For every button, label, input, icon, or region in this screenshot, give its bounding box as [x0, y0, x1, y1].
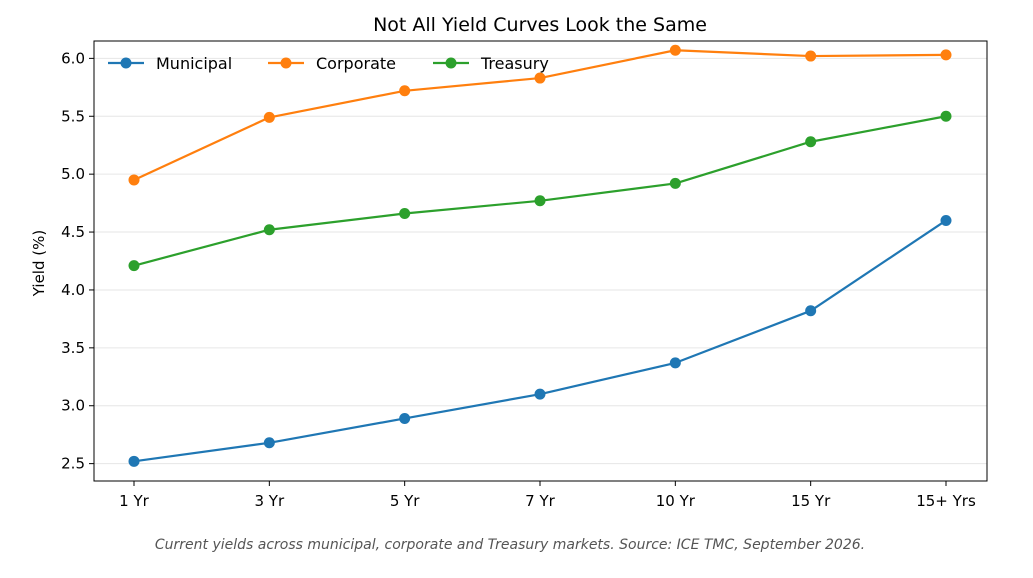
x-tick-label: 1 Yr	[119, 492, 149, 510]
legend-item-corporate: Corporate	[268, 54, 396, 73]
x-tick-label: 15 Yr	[791, 492, 831, 510]
x-tick-label: 5 Yr	[390, 492, 420, 510]
series-corporate	[128, 44, 952, 186]
legend-item-municipal: Municipal	[108, 54, 232, 73]
data-point-corporate	[534, 72, 546, 84]
legend-label-corporate: Corporate	[316, 54, 396, 73]
series-treasury	[128, 110, 952, 272]
series-line-treasury	[133, 115, 947, 267]
y-axis-ticks: 2.5 3.0 3.5 4.0 4.5 5.0 5.5 6.0	[61, 49, 94, 473]
x-tick-label: 7 Yr	[525, 492, 555, 510]
legend-label-municipal: Municipal	[156, 54, 232, 73]
y-tick-label: 4.5	[61, 223, 85, 241]
x-tick-label: 15+ Yrs	[916, 492, 976, 510]
legend-marker-treasury	[445, 57, 457, 69]
data-point-municipal	[940, 214, 952, 226]
data-point-municipal	[128, 455, 140, 467]
series-layer	[128, 44, 952, 467]
y-tick-label: 5.5	[61, 107, 85, 125]
y-tick-label: 4.0	[61, 281, 85, 299]
x-axis-ticks: 1 Yr 3 Yr 5 Yr 7 Yr 10 Yr 15 Yr 15+ Yrs	[119, 481, 976, 510]
data-point-municipal	[263, 437, 275, 449]
x-tick-label: 10 Yr	[656, 492, 696, 510]
x-tick-label: 3 Yr	[255, 492, 285, 510]
data-point-corporate	[940, 49, 952, 61]
data-point-treasury	[263, 224, 275, 236]
data-point-treasury	[669, 177, 681, 189]
chart-title: Not All Yield Curves Look the Same	[373, 14, 707, 36]
data-point-corporate	[669, 44, 681, 56]
data-point-municipal	[805, 305, 817, 317]
plot-area-frame	[93, 40, 988, 482]
y-axis-label: Yield (%)	[30, 230, 48, 297]
series-municipal	[128, 214, 952, 467]
data-point-municipal	[669, 357, 681, 369]
data-point-corporate	[128, 174, 140, 186]
chart-caption: Current yields across municipal, corpora…	[154, 537, 866, 553]
data-point-treasury	[940, 110, 952, 122]
data-point-treasury	[128, 260, 140, 272]
y-tick-label: 2.5	[61, 455, 85, 473]
data-point-corporate	[399, 85, 411, 97]
y-tick-label: 3.5	[61, 339, 85, 357]
data-point-treasury	[805, 136, 817, 148]
y-tick-label: 6.0	[61, 49, 85, 67]
legend-marker-municipal	[120, 57, 132, 69]
legend: Municipal Corporate Treasury	[108, 54, 549, 73]
y-tick-label: 5.0	[61, 165, 85, 183]
legend-marker-corporate	[280, 57, 292, 69]
data-point-treasury	[399, 208, 411, 220]
gridlines	[94, 57, 987, 465]
legend-label-treasury: Treasury	[480, 54, 549, 73]
data-point-municipal	[534, 388, 546, 400]
data-point-municipal	[399, 412, 411, 424]
data-point-corporate	[263, 111, 275, 123]
y-tick-label: 3.0	[61, 397, 85, 415]
series-line-municipal	[133, 219, 947, 463]
legend-item-treasury: Treasury	[433, 54, 549, 73]
data-point-treasury	[534, 195, 546, 207]
data-point-corporate	[805, 50, 817, 62]
